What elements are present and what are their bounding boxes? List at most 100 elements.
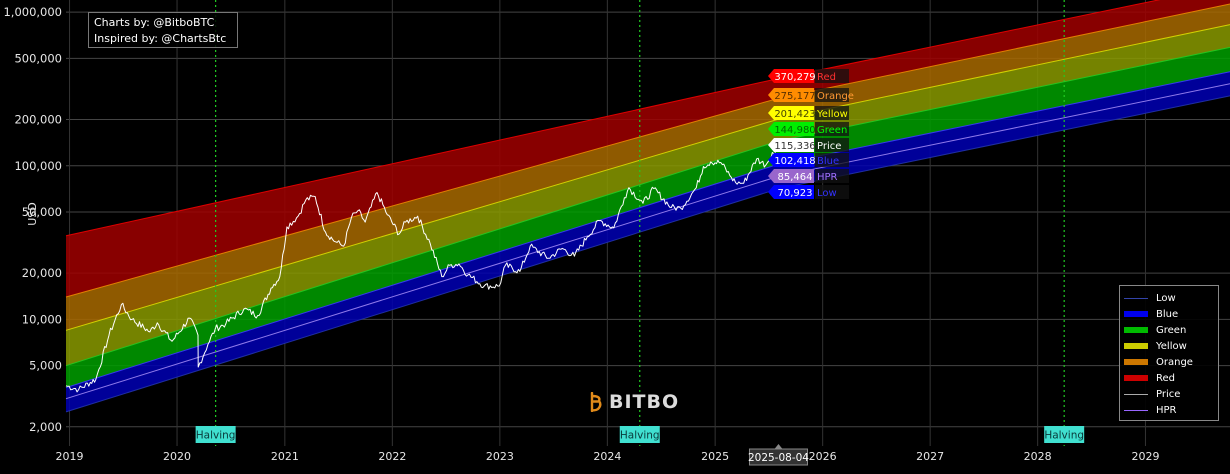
- legend-label: Red: [1156, 372, 1175, 384]
- x-tick-label: 2023: [486, 450, 514, 463]
- green-band: [66, 47, 1230, 388]
- logo-text: BITBO: [609, 391, 680, 413]
- value-label-number: 370,279: [774, 72, 815, 83]
- x-tick-label: 2029: [1131, 450, 1159, 463]
- axes: 2,000 5,000 10,000 20,000 50,000 100,000 200,0…: [3, 5, 1159, 466]
- value-label-tag: [768, 138, 814, 152]
- legend-item[interactable]: Blue: [1124, 306, 1218, 322]
- legend-swatch: [1124, 311, 1148, 317]
- value-label-name: Green: [817, 125, 847, 136]
- value-label-name-bg: [815, 185, 849, 199]
- halving-label: Halving: [196, 430, 236, 442]
- value-label-tag: [768, 153, 814, 167]
- y-tick-label: 5,000: [29, 359, 62, 373]
- y-axis-label: USD: [26, 202, 39, 226]
- y-tick-label: 10,000: [22, 312, 62, 326]
- y-tick-label: 200,000: [14, 113, 62, 127]
- halving-label: Halving: [1044, 430, 1084, 442]
- legend-label: Yellow: [1156, 340, 1187, 352]
- value-label-number: 85,464: [778, 172, 813, 183]
- halving-label: Halving: [620, 430, 660, 442]
- value-label-name-bg: [815, 153, 849, 167]
- y-tick-label: 20,000: [22, 266, 62, 280]
- legend-label: Orange: [1156, 356, 1193, 368]
- value-label-name-bg: [815, 169, 849, 183]
- x-tick-label: 2021: [271, 450, 299, 463]
- x-tick-label: 2019: [56, 450, 84, 463]
- current-date-label: 2025-08-04: [748, 452, 809, 464]
- blue-band: [66, 71, 1230, 412]
- legend-label: Blue: [1156, 308, 1179, 320]
- legend-swatch: [1124, 297, 1148, 299]
- credit-box: Charts by: @BitboBTC Inspired by: @Chart…: [88, 12, 238, 48]
- halving-label-bg: [1044, 426, 1085, 443]
- legend-swatch: [1124, 393, 1148, 395]
- halving-markers: Halving Halving Halving: [195, 0, 1085, 446]
- x-tick-label: 2025: [701, 450, 729, 463]
- value-label-tag: [768, 185, 814, 199]
- value-label-name: Yellow: [816, 109, 848, 120]
- legend-item[interactable]: HPR: [1124, 402, 1218, 418]
- chart-legend: Low Blue Green Yellow Orange Red Price HPR: [1119, 285, 1219, 421]
- value-label-tag: [768, 88, 814, 102]
- value-label-name: Blue: [817, 156, 839, 167]
- y-tick-label: 500,000: [14, 51, 62, 65]
- bitbo-logo-icon: [590, 392, 602, 412]
- legend-swatch: [1124, 409, 1148, 411]
- legend-label: HPR: [1156, 404, 1177, 416]
- value-label-name-bg: [815, 88, 849, 102]
- value-label-tag: [768, 169, 814, 183]
- value-label-number: 275,177: [774, 91, 815, 102]
- value-label-name: HPR: [817, 172, 838, 183]
- y-tick-label: 1,000,000: [3, 5, 62, 19]
- x-tick-label: 2024: [593, 450, 621, 463]
- value-label-number: 102,418: [774, 156, 815, 167]
- x-tick-label: 2026: [809, 450, 837, 463]
- y-tick-label: 2,000: [29, 420, 62, 434]
- value-label-name: Red: [817, 72, 836, 83]
- orange-band: [66, 4, 1230, 331]
- value-label-tag: [768, 106, 814, 120]
- halving-label-bg: [619, 426, 660, 443]
- legend-swatch: [1124, 343, 1148, 349]
- legend-swatch: [1124, 327, 1148, 333]
- value-label-name: Orange: [817, 91, 854, 102]
- value-label-name-bg: [815, 69, 849, 83]
- legend-item[interactable]: Low: [1124, 290, 1218, 306]
- legend-label: Green: [1156, 324, 1187, 336]
- legend-label: Low: [1156, 292, 1176, 304]
- value-label-number: 70,923: [778, 188, 813, 199]
- value-label-number: 144,980: [774, 125, 815, 136]
- legend-item[interactable]: Red: [1124, 370, 1218, 386]
- y-tick-label: 100,000: [14, 159, 62, 173]
- legend-swatch: [1124, 359, 1148, 365]
- x-tick-label: 2020: [163, 450, 191, 463]
- x-tick-label: 2028: [1024, 450, 1052, 463]
- legend-item[interactable]: Yellow: [1124, 338, 1218, 354]
- credit-line-inspired-by: Inspired by: @ChartsBtc: [94, 32, 227, 45]
- value-label-number: 115,336: [774, 141, 815, 152]
- legend-item[interactable]: Green: [1124, 322, 1218, 338]
- price-line: [65, 152, 779, 393]
- credit-line-charts-by: Charts by: @BitboBTC: [94, 16, 215, 29]
- legend-label: Price: [1156, 388, 1181, 400]
- value-label-name-bg: [815, 138, 849, 152]
- x-tick-label: 2022: [378, 450, 406, 463]
- legend-item[interactable]: Price: [1124, 386, 1218, 402]
- price-series: [65, 152, 779, 393]
- value-label-tag: [768, 69, 814, 83]
- x-tick-label: 2027: [916, 450, 944, 463]
- bitbo-logo: BITBO: [589, 390, 679, 414]
- value-label-tag: [768, 122, 814, 136]
- halving-label-bg: [195, 426, 236, 443]
- legend-swatch: [1124, 375, 1148, 381]
- value-label-name: Price: [817, 141, 841, 152]
- value-label-name-bg: [815, 106, 849, 120]
- y-tick-label: 50,000: [22, 205, 62, 219]
- current-date-pointer: [774, 444, 783, 449]
- yellow-band: [66, 24, 1230, 366]
- legend-item[interactable]: Orange: [1124, 354, 1218, 370]
- value-label-number: 201,423: [774, 109, 815, 120]
- value-label-name: Low: [817, 188, 837, 199]
